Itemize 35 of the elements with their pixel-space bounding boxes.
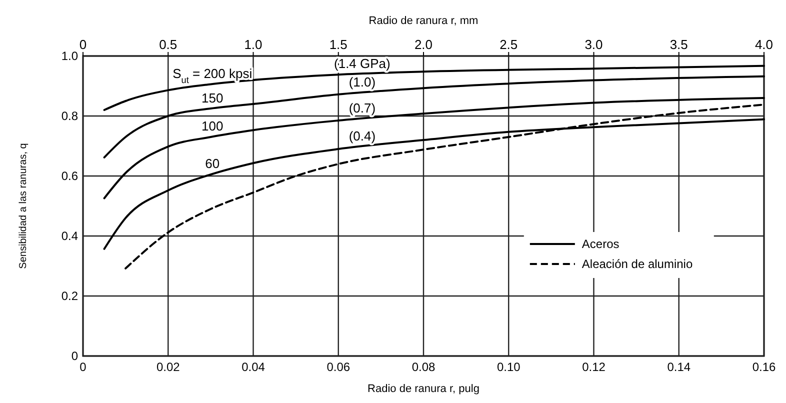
annotation: (0.4) xyxy=(348,128,376,144)
annotation: S$_{ut}$ = 200 kpsi xyxy=(172,66,252,86)
x-tick-label: 0.08 xyxy=(412,360,436,374)
x-tick-label: 0.10 xyxy=(496,360,521,374)
y-tick-label: 1.0 xyxy=(61,49,78,63)
x-tick-label: 0 xyxy=(80,360,87,374)
x2-tick-label: 4.0 xyxy=(754,37,774,52)
x2-tick-label: 1.5 xyxy=(329,37,348,52)
x-tick-label: 0.06 xyxy=(326,360,350,374)
x2-tick-label: 2.5 xyxy=(500,37,518,52)
y-tick-label: 0.4 xyxy=(61,229,78,243)
x2-tick-label: 2.0 xyxy=(414,37,433,52)
x-tick-label: 0.14 xyxy=(667,360,691,374)
x2-tick-label: 3.0 xyxy=(584,37,603,52)
y-tick-label: 0.6 xyxy=(61,169,78,183)
annotation: 150 xyxy=(202,90,224,106)
annotation: 100 xyxy=(202,118,224,134)
y-tick-label: 0 xyxy=(71,349,78,363)
annotation: (1.0) xyxy=(348,74,376,90)
x2-tick-label: 3.5 xyxy=(670,37,688,52)
x-axis-title: Radio de ranura r, pulg xyxy=(368,383,480,395)
legend-label: Aceros xyxy=(582,237,620,251)
legend-label: Aleación de aluminio xyxy=(582,257,693,271)
y-tick-label: 0.2 xyxy=(61,289,78,303)
x-tick-label: 0.12 xyxy=(582,360,606,374)
x-tick-label: 0.02 xyxy=(156,360,180,374)
x2-tick-label: 1.0 xyxy=(244,37,262,52)
annotation: 60 xyxy=(205,156,220,172)
x-tick-label: 0.04 xyxy=(242,360,266,374)
y-tick-label: 0.8 xyxy=(61,109,78,123)
annotation: (0.7) xyxy=(348,100,376,116)
x-tick-label: 0.16 xyxy=(752,360,776,374)
y-axis-title: Sensibilidad a las ranuras, q xyxy=(18,143,29,269)
x2-axis-title: Radio de ranura r, mm xyxy=(368,15,478,27)
x2-tick-label: 0.5 xyxy=(159,37,178,52)
